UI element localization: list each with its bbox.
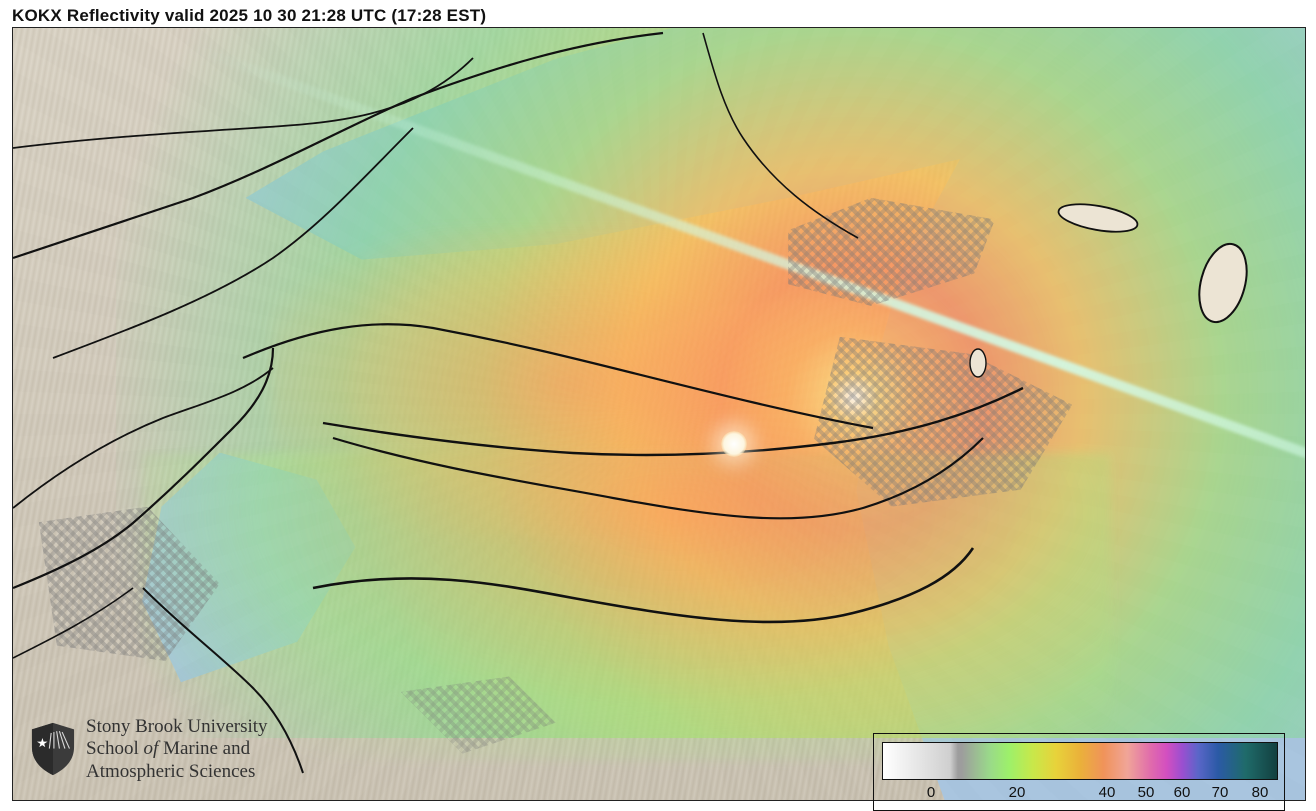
university-shield-icon (30, 722, 76, 776)
colorbar-tick-0: 0 (927, 784, 935, 801)
colorbar-tick-container: 0 20 40 50 60 70 80 (882, 778, 1276, 808)
logo-line-3: Atmospheric Sciences (86, 761, 268, 783)
radar-site-marker (721, 431, 747, 457)
colorbar-gradient-swatch (882, 742, 1278, 780)
university-attribution-text: Stony Brook University School of Marine … (86, 716, 268, 783)
colorbar-tick-80: 80 (1252, 784, 1269, 801)
logo-line-1: Stony Brook University (86, 716, 268, 738)
colorbar-tick-40: 40 (1099, 784, 1116, 801)
radar-screenshot: KOKX Reflectivity valid 2025 10 30 21:28… (0, 0, 1316, 811)
reflectivity-colorbar[interactable]: 0 20 40 50 60 70 80 (873, 733, 1285, 811)
stony-brook-attribution: Stony Brook University School of Marine … (30, 716, 268, 783)
page-title: KOKX Reflectivity valid 2025 10 30 21:28… (12, 6, 486, 26)
colorbar-tick-50: 50 (1138, 784, 1155, 801)
state-county-boundary-lines (13, 28, 1305, 800)
colorbar-tick-20: 20 (1009, 784, 1026, 801)
logo-line-2: School of Marine and (86, 738, 268, 760)
radar-map[interactable] (12, 27, 1306, 801)
colorbar-tick-60: 60 (1174, 784, 1191, 801)
colorbar-tick-70: 70 (1212, 784, 1229, 801)
